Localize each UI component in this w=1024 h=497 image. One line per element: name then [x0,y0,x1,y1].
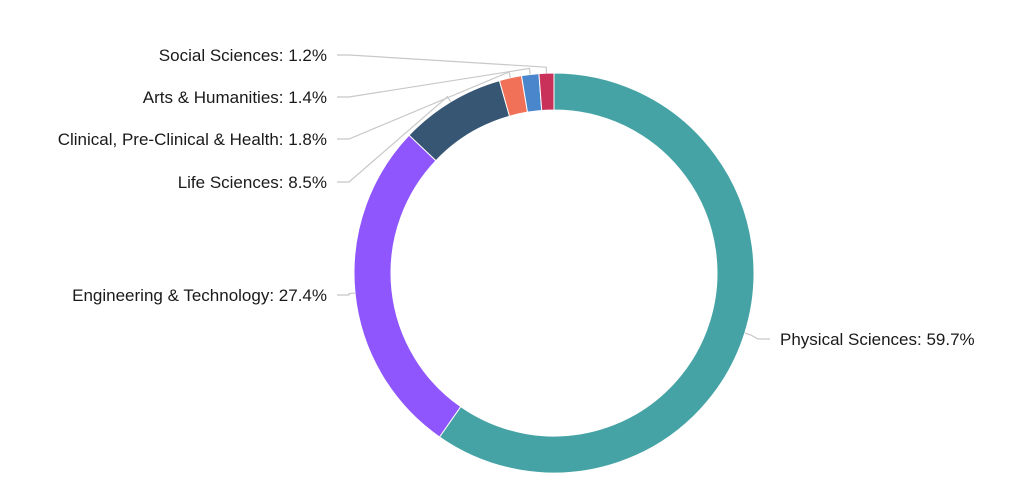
leader-lines [337,54,770,340]
label-life-sciences: Life Sciences: 8.5% [178,173,327,192]
donut-slices [353,72,755,474]
label-engineering-and-technology: Engineering & Technology: 27.4% [72,286,327,305]
leader-line-arts-and-humanities [337,67,531,98]
leader-line-clinical-pre-clinical-and-health [337,71,511,140]
leader-line-engineering-and-technology [337,292,356,296]
label-clinical-pre-clinical-and-health: Clinical, Pre-Clinical & Health: 1.8% [58,130,327,149]
slice-physical-sciences[interactable] [438,72,755,474]
label-social-sciences: Social Sciences: 1.2% [159,46,327,65]
label-physical-sciences: Physical Sciences: 59.7% [780,330,975,349]
leader-line-life-sciences [337,95,452,183]
label-arts-and-humanities: Arts & Humanities: 1.4% [143,88,327,107]
leader-line-social-sciences [337,54,548,74]
slice-engineering-and-technology[interactable] [353,134,462,438]
slice-social-sciences[interactable] [538,72,555,111]
slice-labels: Physical Sciences: 59.7% Engineering & Te… [58,46,975,349]
leader-line-physical-sciences [744,332,770,340]
